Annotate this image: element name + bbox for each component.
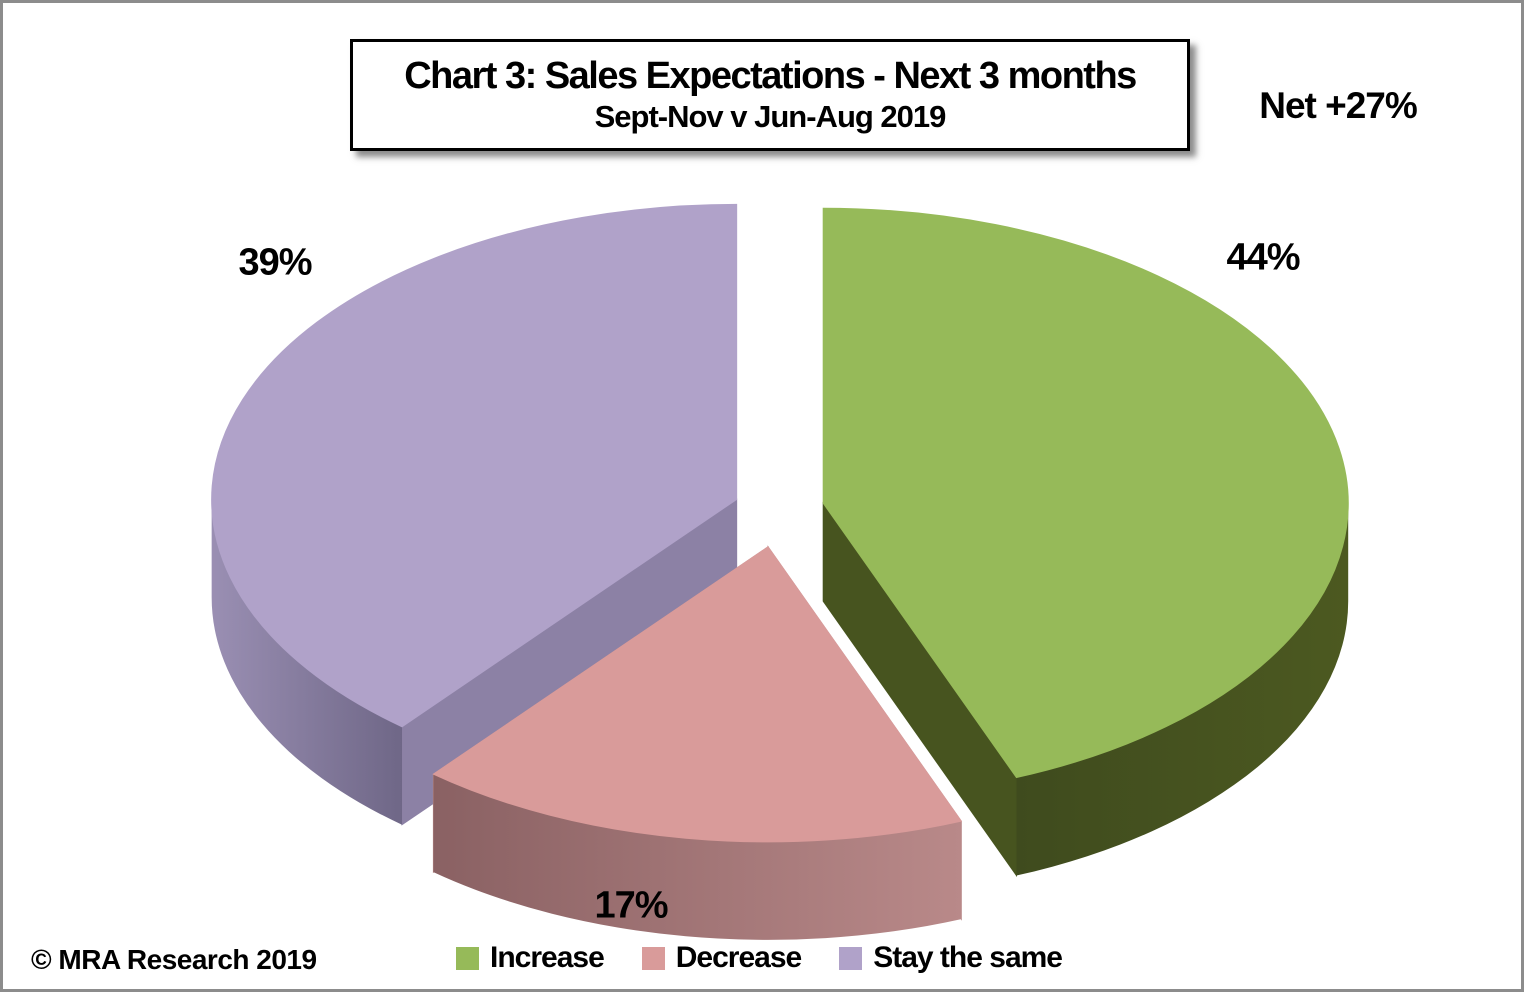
legend-label-decrease: Decrease	[675, 941, 802, 974]
data-label-increase: 44%	[1226, 236, 1300, 279]
copyright-text: © MRA Research 2019	[31, 944, 317, 975]
chart-subtitle: Sept-Nov v Jun-Aug 2019	[594, 99, 947, 135]
chart-title: Chart 3: Sales Expectations - Next 3 mon…	[404, 55, 1137, 98]
legend-label-stay-the-same: Stay the same	[873, 941, 1063, 974]
pie-slice-rim	[433, 774, 962, 940]
pie-chart-3d	[211, 203, 1349, 940]
legend-swatch-decrease-icon	[641, 946, 665, 970]
pie-slice-increase	[822, 207, 1349, 779]
legend-item-stay-the-same: Stay the same	[839, 941, 1063, 975]
legend-swatch-increase-icon	[456, 946, 479, 970]
pie-slice-rim	[1016, 503, 1349, 876]
net-annotation: Net +27%	[1259, 85, 1418, 126]
data-label-decrease: 17%	[594, 884, 668, 927]
legend-swatch-stay-the-same-icon	[839, 946, 863, 970]
pie-slice-stay-the-same	[211, 203, 738, 728]
chart-title-box: Chart 3: Sales Expectations - Next 3 mon…	[350, 39, 1190, 151]
legend-item-decrease: Decrease	[641, 941, 802, 975]
legend-label-increase: Increase	[490, 941, 605, 974]
data-label-stay-the-same: 39%	[238, 241, 312, 284]
pie-slice-decrease	[432, 546, 963, 843]
legend: Increase Decrease Stay the same	[456, 941, 1063, 975]
legend-item-increase: Increase	[456, 941, 605, 975]
pie-slice-rim	[211, 499, 403, 825]
